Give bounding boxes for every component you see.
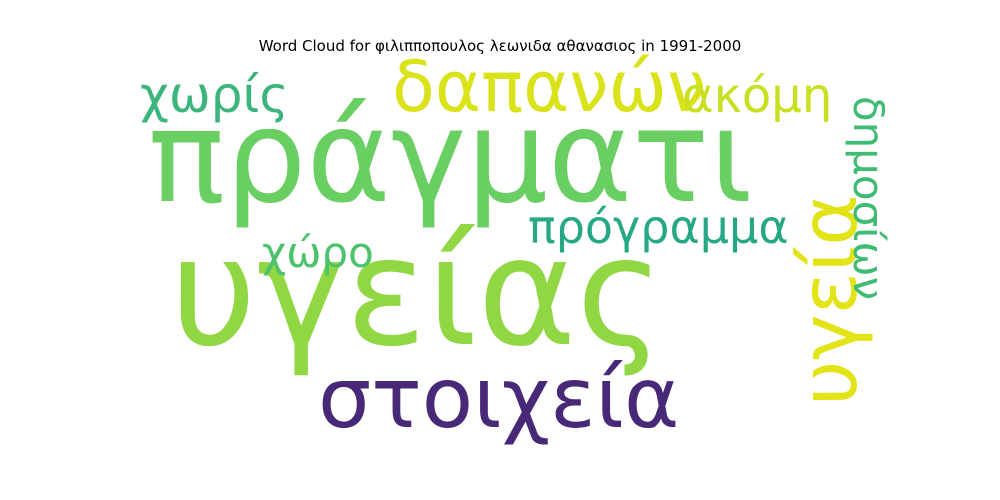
word-pragmati: πράγματι (148, 83, 753, 232)
word-xoris: χωρίς (140, 66, 289, 124)
word-programma: πρόγραμμα (528, 200, 789, 254)
word-stoixeia: στοιχεία (318, 349, 680, 447)
word-ygeias: υγείας (170, 206, 665, 380)
word-dapanon: δαπανών (392, 46, 707, 128)
chart-title: Word Cloud for φιλιπποπουλος λεωνιδα αθα… (258, 37, 742, 55)
word-xoro: χώρο (262, 228, 374, 277)
word-akomi: ακόμη (682, 68, 833, 124)
word-dimosion-vertical: δημοσίων (844, 95, 893, 301)
